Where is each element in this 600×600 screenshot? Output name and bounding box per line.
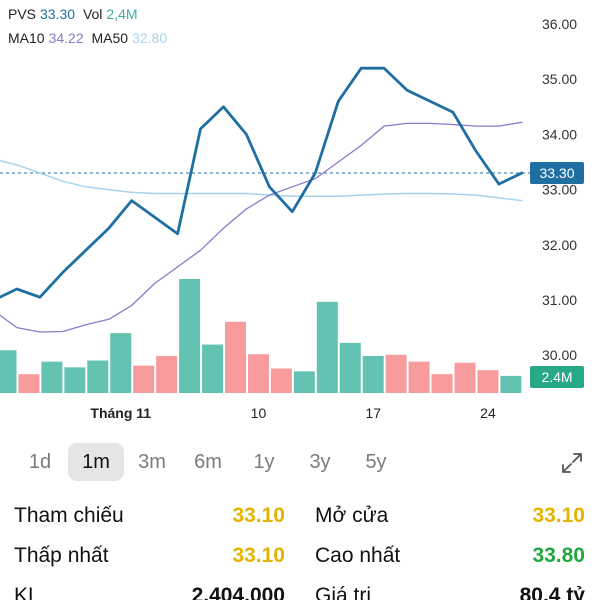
volume-bar (110, 333, 132, 393)
y-tick-label: 31.00 (542, 292, 577, 308)
volume-bar (18, 374, 40, 393)
legend-row-price: PVS 33.30 Vol 2,4M (8, 6, 142, 22)
value-label: Giá trị (315, 584, 372, 600)
price-badge-label: 33.30 (539, 165, 574, 181)
price-badge (530, 162, 584, 185)
volume-label: KL (14, 584, 40, 600)
high-label: Cao nhất (315, 544, 401, 567)
y-tick-label: 30.00 (542, 347, 577, 363)
ma10-label: MA10 (8, 30, 45, 46)
tab-3m[interactable]: 3m (138, 451, 166, 473)
ma10-line (0, 121, 523, 333)
volume-badge-label: 2.4M (541, 369, 572, 385)
x-tick-label: 17 (365, 405, 381, 421)
ma50-label: MA50 (91, 30, 129, 46)
vol-value: 2,4M (106, 6, 138, 22)
tab-1m[interactable]: 1m (68, 443, 124, 481)
ma10-value: 34.22 (48, 30, 84, 46)
tab-5y[interactable]: 5y (365, 451, 387, 473)
low-value: 33.10 (232, 544, 285, 567)
reference-value: 33.10 (232, 504, 285, 527)
volume-badge (530, 366, 584, 388)
volume-bar (225, 321, 246, 393)
volume-bar (431, 374, 453, 393)
price-line (0, 66, 524, 299)
symbol-label: PVS (8, 6, 37, 22)
volume-bar (0, 350, 17, 393)
volume-bar (179, 279, 201, 393)
volume-bar (270, 368, 292, 393)
y-tick-label: 36.00 (542, 16, 577, 32)
price-chart[interactable]: 36.00 35.00 34.00 33.00 32.00 31.00 30.00 33.30… (0, 0, 600, 430)
x-tick-label: 10 (251, 405, 267, 421)
volume-bar (247, 354, 269, 393)
legend-row-ma: MA10 34.22 MA50 32.80 (8, 30, 171, 46)
volume-bar (87, 360, 109, 393)
volume-bar (316, 301, 338, 393)
y-tick-label: 33.00 (542, 182, 577, 198)
volume-value: 2.404.000 (191, 584, 285, 600)
tab-3y[interactable]: 3y (309, 451, 331, 473)
volume-bar (477, 370, 499, 393)
vol-label: Vol (82, 6, 103, 22)
open-value: 33.10 (532, 504, 585, 527)
low-label: Thấp nhất (14, 544, 109, 567)
high-value: 33.80 (532, 544, 585, 567)
price-value: 33.30 (40, 6, 76, 22)
volume-bar (500, 375, 522, 393)
y-tick-label: 34.00 (542, 126, 577, 142)
volume-bar (64, 367, 86, 393)
tab-6m[interactable]: 6m (194, 451, 222, 473)
x-tick-label: Tháng 11 (90, 405, 151, 421)
tab-1d[interactable]: 1d (28, 451, 52, 473)
volume-bar (293, 371, 315, 393)
tab-1y[interactable]: 1y (253, 451, 275, 473)
ma50-line (0, 159, 523, 202)
open-label: Mở cửa (315, 504, 389, 527)
value-value: 80,4 tỷ (519, 584, 585, 600)
ma50-value: 32.80 (132, 30, 168, 46)
range-tabs: 1d 1m 3m 6m 1y 3y 5y (12, 441, 588, 483)
volume-bar (454, 362, 476, 393)
volume-bar (133, 365, 155, 393)
volume-bar (362, 355, 384, 393)
x-tick-label: 24 (480, 405, 496, 421)
expand-icon[interactable] (560, 451, 584, 475)
y-tick-label: 35.00 (542, 71, 577, 87)
volume-bar (156, 355, 178, 393)
volume-bar (339, 342, 361, 393)
y-tick-label: 32.00 (542, 237, 577, 253)
reference-label: Tham chiếu (14, 504, 124, 527)
volume-bar (41, 361, 63, 393)
volume-bar (385, 354, 407, 393)
volume-bar (202, 344, 224, 393)
volume-bar (408, 361, 430, 393)
